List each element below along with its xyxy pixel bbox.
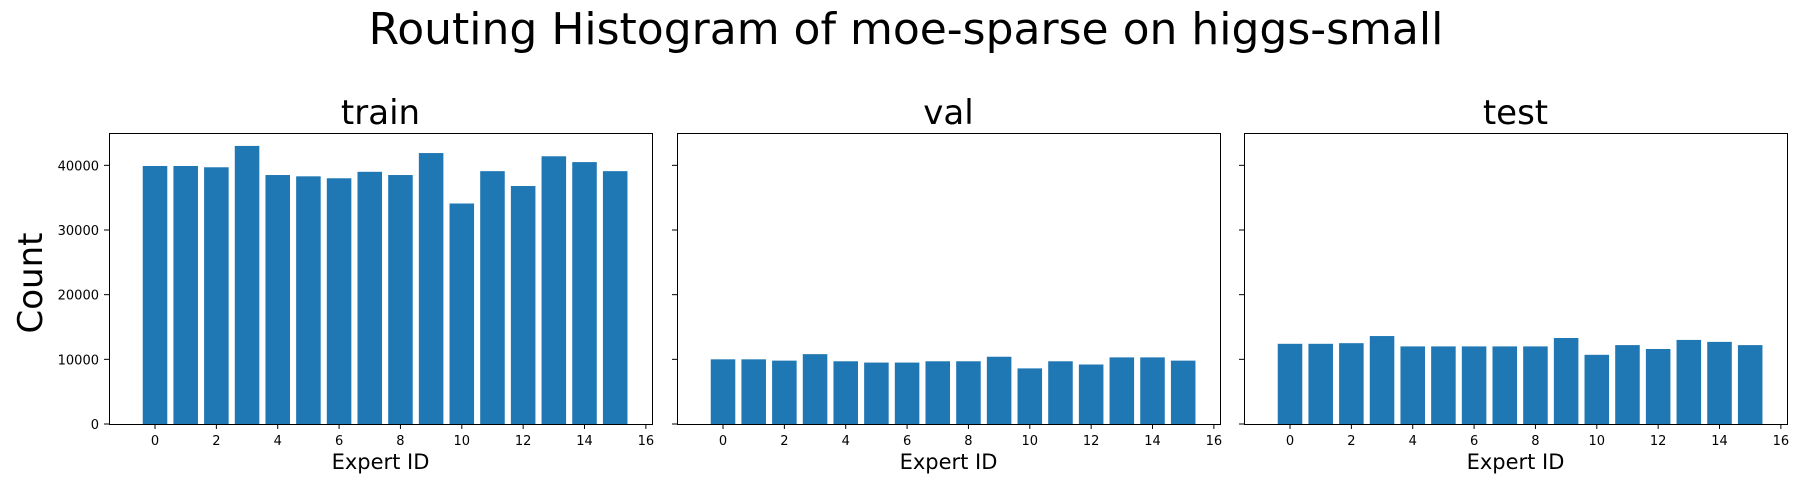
x-tick-label: 12 bbox=[1650, 434, 1667, 449]
x-tick-label: 6 bbox=[335, 434, 343, 449]
bar-val-expert-15 bbox=[1170, 360, 1196, 424]
subplot-title-test: test bbox=[1483, 93, 1548, 133]
x-tick-label: 14 bbox=[1144, 434, 1161, 449]
bar-train-expert-3 bbox=[234, 145, 260, 424]
x-tick-label: 8 bbox=[396, 434, 404, 449]
x-tick-label: 4 bbox=[842, 434, 850, 449]
x-tick-label: 4 bbox=[274, 434, 282, 449]
bar-test-expert-15 bbox=[1737, 345, 1763, 424]
x-tick-label: 8 bbox=[964, 434, 972, 449]
bar-val-expert-13 bbox=[1109, 357, 1135, 424]
bar-val-expert-11 bbox=[1048, 361, 1073, 424]
bar-test-expert-11 bbox=[1615, 345, 1640, 424]
bar-test-expert-5 bbox=[1431, 346, 1456, 424]
x-tick-label: 4 bbox=[1409, 434, 1417, 449]
bar-test-expert-4 bbox=[1400, 346, 1425, 424]
bar-test-expert-7 bbox=[1492, 346, 1518, 424]
x-tick-label: 10 bbox=[1022, 434, 1039, 449]
bar-test-expert-6 bbox=[1461, 346, 1487, 424]
x-tick-label: 14 bbox=[1711, 434, 1728, 449]
bar-val-expert-12 bbox=[1078, 364, 1104, 424]
bar-val-expert-0 bbox=[710, 359, 736, 424]
bar-train-expert-13 bbox=[541, 156, 567, 424]
bar-test-expert-13 bbox=[1676, 339, 1702, 424]
bar-test-expert-12 bbox=[1645, 348, 1671, 424]
x-tick-label: 16 bbox=[1206, 434, 1223, 449]
bar-train-expert-4 bbox=[265, 175, 290, 424]
x-tick-label: 10 bbox=[454, 434, 471, 449]
axes-frame-test bbox=[1244, 133, 1788, 425]
bar-train-expert-5 bbox=[296, 176, 321, 424]
bar-val-expert-14 bbox=[1140, 357, 1165, 424]
bar-val-expert-5 bbox=[864, 362, 889, 424]
subplot-title-val: val bbox=[923, 93, 973, 133]
subplots-container: 0 2 4 6 8 10 12 14 16 0 10000 20000 30000 40000 train E… bbox=[58, 93, 1789, 474]
bar-train-expert-6 bbox=[326, 178, 352, 424]
x-tick-label: 14 bbox=[576, 434, 593, 449]
bar-train-expert-12 bbox=[510, 186, 536, 424]
bar-val-expert-6 bbox=[894, 362, 920, 424]
bar-val-expert-3 bbox=[802, 354, 828, 424]
bar-test-expert-3 bbox=[1369, 336, 1395, 424]
x-tick-label: 0 bbox=[1286, 434, 1294, 449]
x-axis-label: Expert ID bbox=[1467, 450, 1565, 474]
x-tick-label: 2 bbox=[780, 434, 788, 449]
bar-test-expert-8 bbox=[1523, 346, 1548, 424]
x-tick-label: 12 bbox=[515, 434, 532, 449]
y-tick-label: 40000 bbox=[58, 159, 99, 174]
bar-train-expert-0 bbox=[142, 165, 168, 425]
y-axis-label: Count bbox=[11, 233, 51, 334]
y-tick-label: 20000 bbox=[58, 289, 99, 304]
x-tick-label: 2 bbox=[1347, 434, 1355, 449]
axes-frame-train bbox=[109, 133, 653, 425]
bar-train-expert-2 bbox=[204, 167, 229, 424]
bar-val-expert-9 bbox=[986, 356, 1012, 424]
bar-train-expert-8 bbox=[388, 175, 413, 424]
bar-val-expert-10 bbox=[1017, 368, 1043, 424]
subplot-train: 0 2 4 6 8 10 12 14 16 0 10000 20000 30000 40000 train E… bbox=[58, 93, 654, 474]
y-tick-label: 10000 bbox=[58, 353, 99, 368]
bar-test-expert-10 bbox=[1584, 354, 1610, 424]
y-tick-label: 0 bbox=[91, 418, 99, 433]
subplot-test: 0 2 4 6 8 10 12 14 16 test Expert ID bbox=[1239, 93, 1789, 474]
bar-train-expert-9 bbox=[418, 153, 444, 425]
x-tick-label: 8 bbox=[1531, 434, 1539, 449]
bar-val-expert-7 bbox=[925, 361, 951, 424]
bar-train-expert-14 bbox=[572, 162, 597, 424]
bar-test-expert-0 bbox=[1277, 343, 1303, 424]
x-axis-label: Expert ID bbox=[900, 450, 998, 474]
bar-test-expert-1 bbox=[1308, 343, 1333, 424]
x-tick-label: 12 bbox=[1083, 434, 1100, 449]
x-tick-label: 16 bbox=[638, 434, 655, 449]
bar-val-expert-8 bbox=[956, 361, 981, 424]
subplot-val: 0 2 4 6 8 10 12 14 16 val Expert ID bbox=[672, 93, 1222, 474]
bar-train-expert-7 bbox=[357, 171, 383, 424]
bar-train-expert-11 bbox=[480, 171, 505, 424]
x-tick-label: 10 bbox=[1589, 434, 1606, 449]
bar-val-expert-4 bbox=[833, 361, 858, 424]
bar-train-expert-1 bbox=[173, 165, 198, 425]
axes-frame-val bbox=[677, 133, 1221, 425]
x-tick-label: 16 bbox=[1773, 434, 1790, 449]
x-tick-label: 0 bbox=[151, 434, 159, 449]
bar-val-expert-2 bbox=[772, 360, 797, 424]
figure-title: Routing Histogram of moe-sparse on higgs… bbox=[369, 4, 1444, 55]
y-tick-label: 30000 bbox=[58, 224, 99, 239]
bar-test-expert-2 bbox=[1339, 343, 1364, 424]
x-tick-label: 6 bbox=[903, 434, 911, 449]
bar-val-expert-1 bbox=[741, 359, 766, 424]
bar-train-expert-15 bbox=[602, 171, 628, 424]
x-tick-label: 2 bbox=[212, 434, 220, 449]
subplot-title-train: train bbox=[341, 93, 420, 133]
bar-train-expert-10 bbox=[449, 203, 475, 424]
x-tick-label: 6 bbox=[1470, 434, 1478, 449]
bar-test-expert-9 bbox=[1553, 337, 1579, 424]
x-axis-label: Expert ID bbox=[332, 450, 430, 474]
x-tick-label: 0 bbox=[719, 434, 727, 449]
bar-test-expert-14 bbox=[1707, 341, 1732, 424]
